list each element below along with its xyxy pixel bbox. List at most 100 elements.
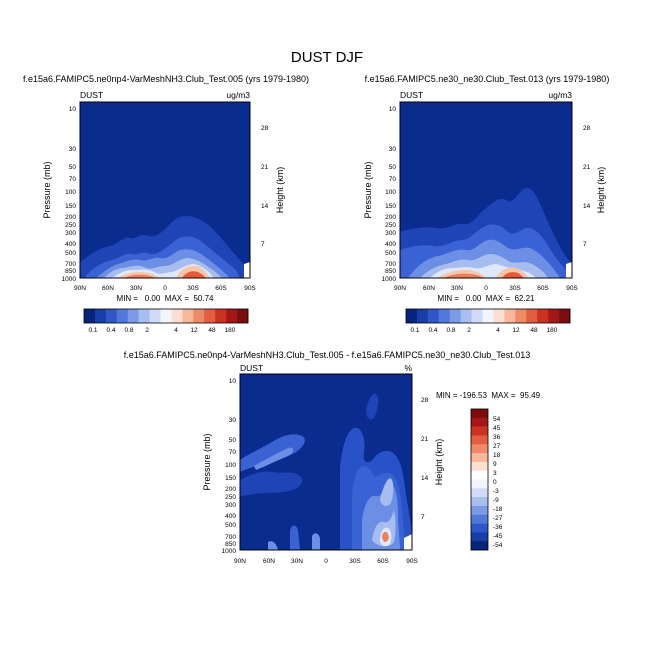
height-tick-label: 28: [583, 125, 591, 132]
colorbar-swatch: [84, 309, 96, 323]
y-tick-label: 850: [65, 268, 76, 275]
panel-1-right-label: ug/m3: [226, 90, 250, 100]
colorbar-swatch: [471, 417, 488, 427]
panel-2-stats: MIN = 0.00 MAX = 62.21: [438, 294, 535, 303]
y-tick-label: 500: [225, 522, 236, 529]
panel-1: f.e15a6.FAMIPC5.ne0np4-VarMeshNH3.Club_T…: [23, 74, 309, 334]
colorbar-label: -9: [493, 497, 499, 504]
y-tick-label: 150: [225, 475, 236, 482]
panel-1-colorbar: 0.1 0.4 0.8 2 4 12 48 180: [83, 308, 249, 334]
y-tick-label: 400: [385, 241, 396, 248]
x-tick-label: 90N: [74, 285, 86, 292]
colorbar-swatch: [471, 541, 488, 551]
panel-1-y-ticks-right: 28 21 14 7: [261, 125, 269, 248]
y-tick-label: 700: [385, 261, 396, 268]
colorbar-label: 0.1: [88, 327, 97, 334]
figure-title: DUST DJF: [291, 49, 363, 66]
colorbar-label: 0.1: [410, 327, 419, 334]
x-tick-label: 30N: [130, 285, 142, 292]
x-tick-label: 30S: [349, 558, 361, 565]
colorbar-swatch: [237, 309, 249, 323]
colorbar-swatch: [204, 309, 216, 323]
y-tick-label: 150: [385, 203, 396, 210]
colorbar-label: 0.8: [124, 327, 133, 334]
colorbar-swatch: [471, 488, 488, 498]
panel-3-ylabel-right: Height (km): [434, 439, 444, 486]
height-tick-label: 28: [421, 397, 429, 404]
colorbar-label: -3: [493, 488, 499, 495]
colorbar-frame: [405, 308, 571, 324]
colorbar-swatch: [471, 309, 483, 323]
colorbar-swatch: [160, 309, 172, 323]
colorbar-swatch: [504, 309, 516, 323]
colorbar-label: -54: [493, 542, 503, 549]
y-tick-label: 1000: [382, 276, 397, 283]
panel-3: f.e15a6.FAMIPC5.ne0np4-VarMeshNH3.Club_T…: [124, 350, 541, 565]
y-tick-label: 700: [65, 261, 76, 268]
colorbar-label: 0: [493, 479, 497, 486]
y-tick-label: 250: [65, 222, 76, 229]
colorbar-swatch: [471, 461, 488, 471]
colorbar-swatch: [548, 309, 560, 323]
x-tick-label: 30S: [509, 285, 521, 292]
x-tick-label: 0: [324, 558, 328, 565]
panel-3-colorbar: 54 45 36 27 18 9 3 0 -3 -9 -18 -27 -36 -…: [470, 408, 503, 551]
x-tick-label: 30S: [187, 285, 199, 292]
colorbar-swatch: [127, 309, 139, 323]
panel-2-field: [400, 102, 572, 278]
y-tick-label: 70: [69, 176, 77, 183]
panel-2-title: f.e15a6.FAMIPC5.ne30_ne30.Club_Test.013 …: [365, 74, 610, 84]
y-tick-label: 400: [65, 241, 76, 248]
colorbar-swatch: [416, 309, 429, 323]
colorbar-labels: 54 45 36 27 18 9 3 0 -3 -9 -18 -27 -36 -…: [493, 416, 503, 549]
colorbar-swatch: [149, 309, 161, 323]
colorbar-label: -45: [493, 533, 503, 540]
x-tick-label: 60S: [537, 285, 549, 292]
y-tick-label: 300: [385, 230, 396, 237]
colorbar-label: 180: [547, 327, 558, 334]
panel-3-y-ticks-right: 28 21 14 7: [421, 397, 429, 521]
y-tick-label: 1000: [62, 276, 77, 283]
panel-1-stats: MIN = 0.00 MAX = 50.74: [117, 294, 214, 303]
colorbar-swatch: [471, 514, 488, 524]
colorbar-label: -36: [493, 524, 503, 531]
panel-1-left-label: DUST: [80, 90, 103, 100]
height-tick-label: 7: [583, 241, 587, 248]
y-tick-label: 300: [225, 502, 236, 509]
colorbar-swatch: [559, 309, 571, 323]
panel-3-stats: MIN = -196.53 MAX = 95.49: [436, 391, 541, 400]
x-tick-label: 90S: [566, 285, 578, 292]
x-tick-label: 90S: [244, 285, 256, 292]
y-tick-label: 10: [389, 106, 397, 113]
x-tick-label: 60N: [102, 285, 114, 292]
colorbar-label: 54: [493, 416, 501, 423]
height-tick-label: 7: [421, 514, 425, 521]
x-tick-label: 60N: [263, 558, 275, 565]
panel-1-x-ticks: 90N 60N 30N 0 30S 60S 90S: [74, 285, 256, 292]
y-tick-label: 70: [389, 176, 397, 183]
y-tick-label: 500: [385, 250, 396, 257]
y-tick-label: 50: [229, 437, 237, 444]
colorbar-label: 12: [512, 327, 520, 334]
colorbar-label: 0.8: [446, 327, 455, 334]
colorbar-label: 36: [493, 434, 501, 441]
height-tick-label: 21: [261, 164, 269, 171]
panel-2-y-ticks-right: 28 21 14 7: [583, 125, 591, 248]
colorbar-swatch: [138, 309, 150, 323]
colorbar-swatch: [171, 309, 183, 323]
panel-3-frame: [239, 373, 413, 551]
y-tick-label: 250: [225, 494, 236, 501]
colorbar-label: 12: [190, 327, 198, 334]
colorbar-swatch: [460, 309, 472, 323]
panel-2-y-ticks: 10 30 50 70 100 150 200 250 300 400 500 …: [382, 106, 397, 283]
x-tick-label: 60S: [215, 285, 227, 292]
panel-1-ylabel: Pressure (mb): [42, 161, 52, 218]
colorbar-frame: [83, 308, 249, 324]
panel-2-ylabel-right: Height (km): [596, 167, 606, 214]
x-tick-label: 60N: [423, 285, 435, 292]
y-tick-label: 50: [69, 164, 77, 171]
height-tick-label: 21: [583, 164, 591, 171]
x-tick-label: 90S: [406, 558, 418, 565]
y-tick-label: 200: [385, 214, 396, 221]
